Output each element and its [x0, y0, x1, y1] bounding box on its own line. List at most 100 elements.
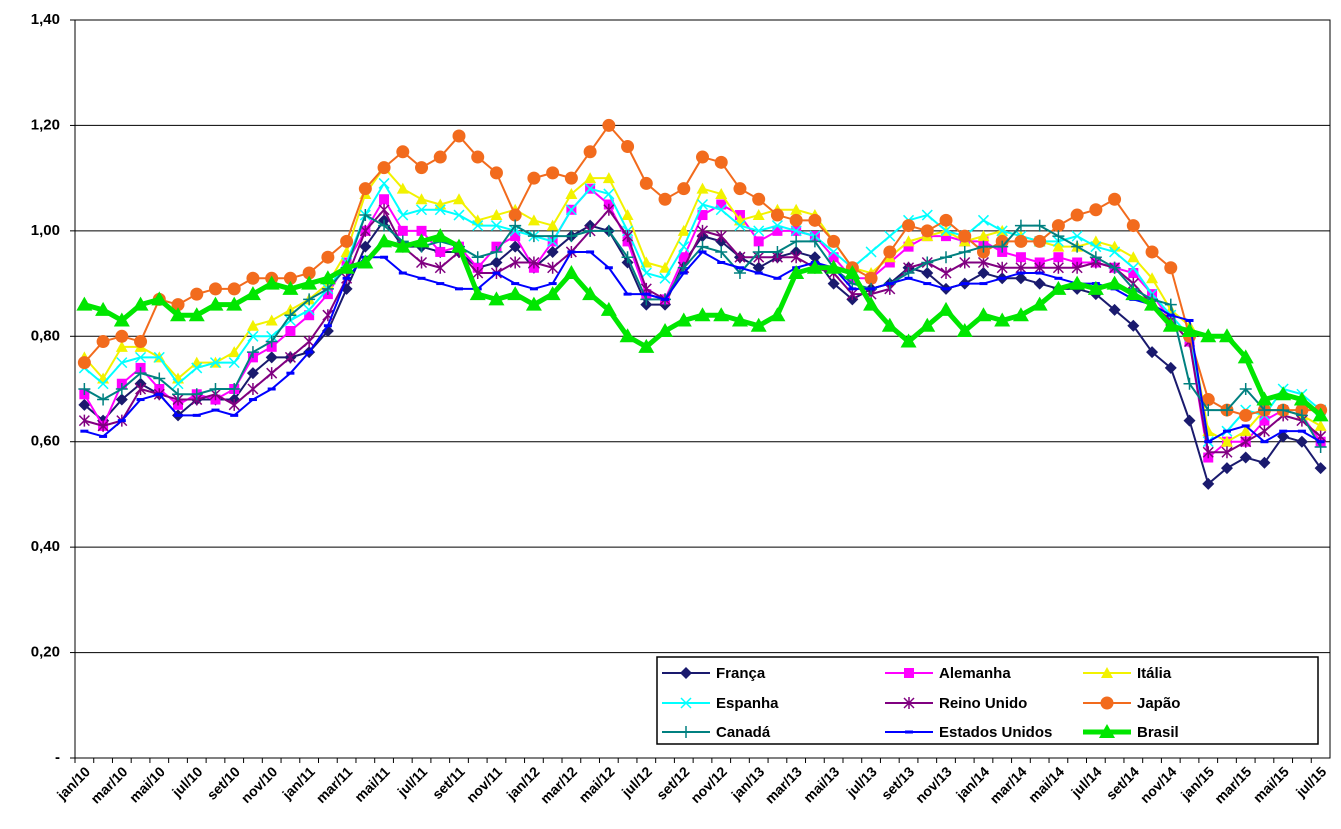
x-tick-label: jul/10 — [168, 763, 205, 800]
marker — [694, 307, 711, 322]
marker — [677, 224, 690, 236]
marker — [319, 270, 336, 285]
marker — [546, 166, 560, 180]
marker — [547, 261, 559, 274]
marker — [1277, 404, 1290, 417]
marker — [679, 271, 688, 275]
marker — [715, 204, 727, 216]
x-tick-label: nov/13 — [912, 763, 955, 806]
marker — [1200, 328, 1217, 343]
marker — [1259, 415, 1270, 426]
marker — [1033, 234, 1047, 248]
marker — [342, 276, 351, 280]
x-tick-label: mai/11 — [351, 763, 393, 805]
marker — [450, 238, 467, 253]
marker — [788, 265, 805, 280]
marker — [1071, 261, 1083, 274]
marker — [155, 392, 164, 396]
marker — [1108, 303, 1121, 316]
marker — [490, 245, 503, 258]
marker — [188, 307, 205, 322]
marker — [958, 229, 972, 243]
marker — [433, 150, 447, 164]
marker — [1164, 298, 1177, 311]
marker — [696, 182, 709, 194]
marker — [584, 183, 596, 195]
marker — [642, 292, 651, 296]
marker — [714, 155, 728, 169]
marker — [97, 378, 109, 390]
marker — [321, 325, 334, 338]
marker — [844, 265, 861, 280]
marker — [453, 209, 465, 221]
marker — [246, 271, 260, 285]
marker — [211, 408, 220, 412]
marker — [265, 335, 278, 348]
marker — [492, 271, 501, 275]
marker — [716, 199, 727, 210]
marker — [1126, 219, 1140, 233]
marker — [226, 296, 243, 311]
marker — [828, 252, 839, 263]
marker — [230, 413, 239, 417]
marker — [977, 214, 990, 226]
marker — [1031, 296, 1048, 311]
marker — [1033, 277, 1046, 290]
marker — [432, 228, 449, 243]
marker — [565, 187, 578, 199]
marker — [977, 256, 990, 269]
marker — [867, 287, 876, 291]
marker — [1164, 261, 1178, 275]
marker — [1185, 318, 1194, 322]
marker — [638, 338, 655, 353]
x-tick-label: jan/14 — [952, 763, 992, 803]
x-tick-label: mai/14 — [1025, 763, 1067, 805]
marker — [359, 224, 371, 237]
marker — [471, 150, 485, 164]
marker — [509, 256, 521, 269]
marker — [789, 213, 803, 227]
x-tick-label: mai/15 — [1250, 763, 1292, 805]
marker — [923, 282, 932, 286]
marker — [397, 209, 409, 221]
marker — [1260, 440, 1269, 444]
series-layer — [76, 118, 1329, 490]
marker — [1051, 219, 1065, 233]
marker — [544, 286, 561, 301]
marker — [958, 245, 971, 258]
marker — [265, 351, 278, 364]
marker — [977, 240, 990, 253]
marker — [527, 230, 540, 243]
marker — [1127, 262, 1139, 274]
marker — [734, 220, 746, 232]
marker — [415, 193, 428, 205]
marker — [97, 393, 110, 406]
marker — [113, 312, 130, 327]
marker — [174, 413, 183, 417]
marker — [228, 346, 241, 358]
marker — [773, 276, 782, 280]
marker — [680, 726, 692, 738]
marker — [246, 367, 259, 380]
x-tick-label: jan/12 — [503, 763, 543, 803]
marker — [752, 261, 765, 274]
marker — [698, 250, 707, 254]
marker — [378, 203, 390, 216]
marker — [1316, 440, 1325, 444]
marker — [602, 118, 616, 132]
marker — [657, 323, 674, 338]
marker — [340, 234, 354, 248]
marker — [380, 255, 389, 259]
marker — [1256, 391, 1273, 406]
marker — [1033, 219, 1046, 232]
marker — [848, 287, 857, 291]
marker — [172, 378, 184, 390]
marker — [490, 220, 502, 232]
marker — [735, 266, 744, 270]
x-tick-label: jan/13 — [727, 763, 767, 803]
marker — [263, 275, 280, 290]
marker — [510, 231, 521, 242]
marker — [78, 398, 91, 411]
marker — [621, 140, 635, 154]
